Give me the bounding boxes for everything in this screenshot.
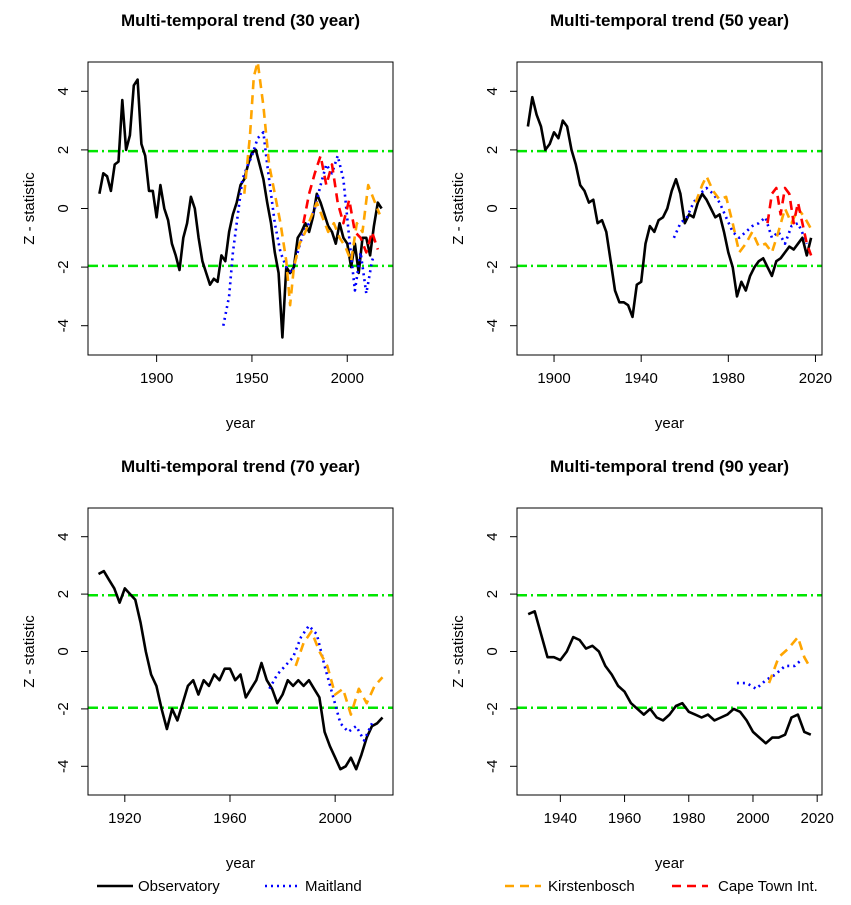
x-tick-label: 2000 bbox=[736, 810, 769, 827]
panel: Multi-temporal trend (50 year) year Z - st… bbox=[450, 11, 832, 432]
plot-area bbox=[88, 569, 393, 771]
y-tick-label: -4 bbox=[55, 760, 72, 773]
series-line bbox=[243, 62, 381, 307]
legend-label: Kirstenbosch bbox=[548, 878, 635, 895]
x-tick-label: 1920 bbox=[108, 810, 141, 827]
panel: Multi-temporal trend (70 year) year Z - st… bbox=[21, 457, 394, 872]
legend-label: Maitland bbox=[305, 878, 362, 895]
y-tick-label: 2 bbox=[55, 590, 72, 598]
x-tick-label: 1900 bbox=[537, 370, 570, 387]
series-line bbox=[222, 131, 376, 326]
x-tick-label: 1980 bbox=[672, 810, 705, 827]
plot-frame bbox=[87, 61, 394, 356]
x-axis-label: year bbox=[655, 855, 684, 872]
chart-title: Multi-temporal trend (30 year) bbox=[121, 11, 360, 30]
series-line bbox=[527, 610, 812, 745]
x-tick-label: 1960 bbox=[608, 810, 641, 827]
series-line bbox=[268, 624, 374, 742]
y-tick-label: 2 bbox=[484, 590, 501, 598]
series-line bbox=[694, 175, 813, 254]
series-line bbox=[526, 95, 813, 319]
series-line bbox=[766, 186, 813, 256]
panel: Multi-temporal trend (30 year) year Z - st… bbox=[21, 11, 394, 432]
y-tick-label: 4 bbox=[484, 533, 501, 541]
y-tick-label: -4 bbox=[55, 319, 72, 332]
x-tick-label: 2000 bbox=[331, 370, 364, 387]
series-line bbox=[98, 78, 383, 339]
y-tick-label: -2 bbox=[484, 702, 501, 715]
y-tick-label: 4 bbox=[55, 533, 72, 541]
y-tick-label: 0 bbox=[484, 204, 501, 212]
plot-area bbox=[517, 95, 822, 319]
x-tick-label: 1960 bbox=[213, 810, 246, 827]
y-tick-label: 0 bbox=[55, 204, 72, 212]
y-tick-label: 2 bbox=[484, 146, 501, 154]
x-tick-label: 2020 bbox=[800, 810, 833, 827]
x-tick-label: 1940 bbox=[624, 370, 657, 387]
y-tick-label: 4 bbox=[55, 87, 72, 95]
plot-area bbox=[517, 593, 822, 745]
x-tick-label: 1980 bbox=[712, 370, 745, 387]
x-axis-label: year bbox=[655, 415, 684, 432]
y-tick-label: -4 bbox=[484, 760, 501, 773]
plot-frame bbox=[516, 61, 823, 356]
plot-area bbox=[88, 62, 393, 339]
series-line bbox=[294, 630, 384, 716]
series-line bbox=[736, 659, 802, 691]
y-axis-label: Z - statistic bbox=[21, 172, 38, 245]
series-line bbox=[302, 154, 380, 254]
x-axis-label: year bbox=[226, 415, 255, 432]
y-tick-label: -2 bbox=[484, 260, 501, 273]
series-line bbox=[767, 635, 812, 684]
y-tick-label: 4 bbox=[484, 87, 501, 95]
y-tick-label: -2 bbox=[55, 702, 72, 715]
x-axis-label: year bbox=[226, 855, 255, 872]
panel: Multi-temporal trend (90 year) year Z - st… bbox=[450, 457, 834, 872]
chart-title: Multi-temporal trend (50 year) bbox=[550, 11, 789, 30]
y-axis-label: Z - statistic bbox=[450, 615, 467, 688]
chart-title: Multi-temporal trend (90 year) bbox=[550, 457, 789, 476]
y-axis-label: Z - statistic bbox=[21, 615, 38, 688]
y-axis-label: Z - statistic bbox=[450, 172, 467, 245]
legend-label: Cape Town Int. bbox=[718, 878, 818, 895]
x-tick-label: 2020 bbox=[799, 370, 832, 387]
y-tick-label: 0 bbox=[55, 647, 72, 655]
x-tick-label: 2000 bbox=[318, 810, 351, 827]
y-tick-label: -2 bbox=[55, 260, 72, 273]
chart-title: Multi-temporal trend (70 year) bbox=[121, 457, 360, 476]
legend-label: Observatory bbox=[138, 878, 220, 895]
x-tick-label: 1950 bbox=[235, 370, 268, 387]
plot-frame bbox=[516, 507, 823, 796]
y-tick-label: 2 bbox=[55, 146, 72, 154]
x-tick-label: 1900 bbox=[140, 370, 173, 387]
y-tick-label: 0 bbox=[484, 647, 501, 655]
plot-frame bbox=[87, 507, 394, 796]
y-tick-label: -4 bbox=[484, 319, 501, 332]
x-tick-label: 1940 bbox=[544, 810, 577, 827]
series-line bbox=[97, 569, 384, 771]
